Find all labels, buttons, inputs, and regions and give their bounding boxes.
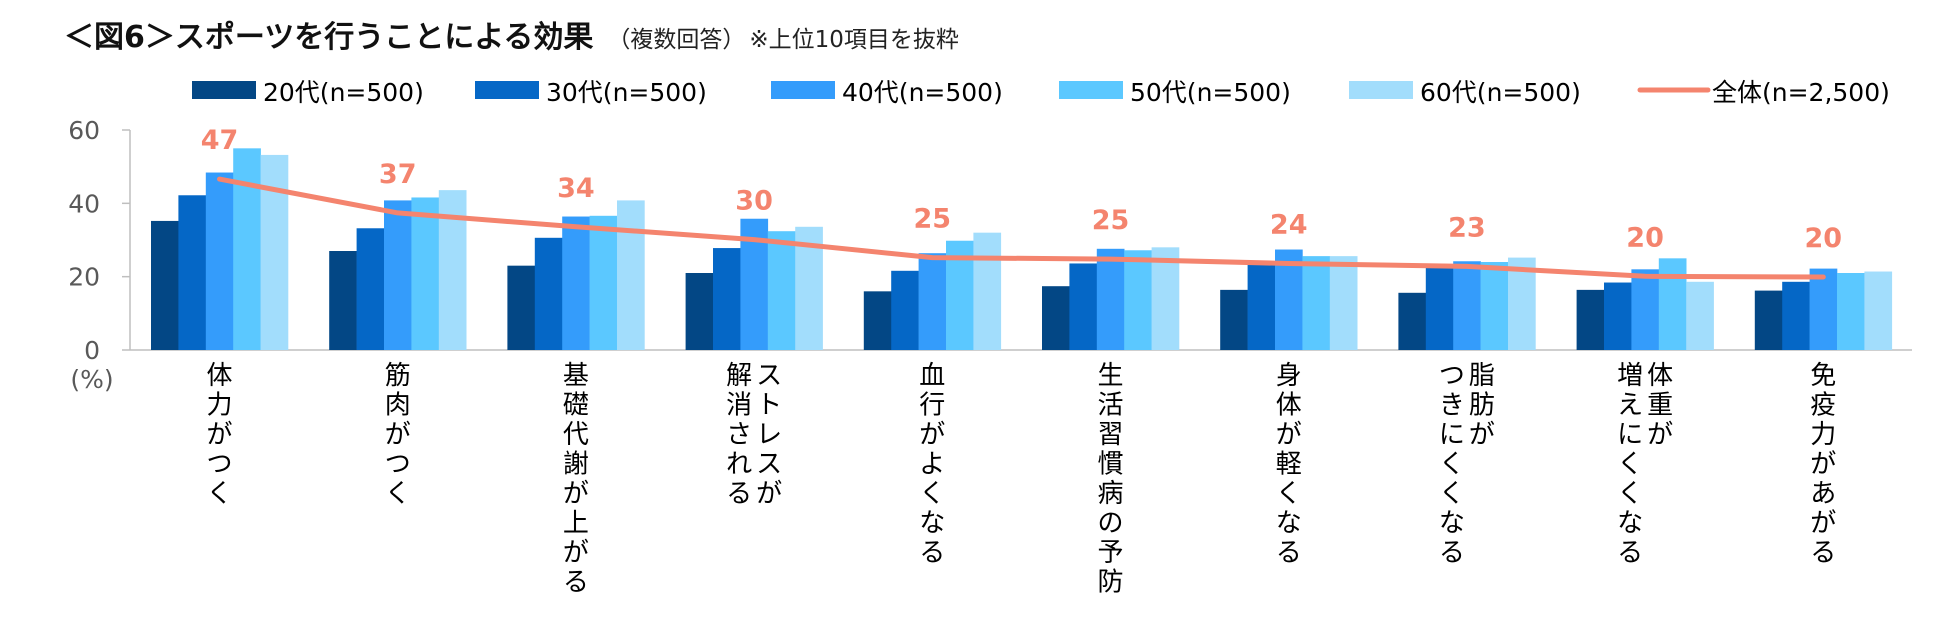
bar-3-cat-10 bbox=[1809, 268, 1838, 350]
bar-3-cat-3 bbox=[562, 216, 590, 350]
bar-5-cat-6 bbox=[1151, 247, 1180, 350]
bar-3-cat-5 bbox=[918, 253, 947, 350]
legend-label-total: 全体(n=2,500) bbox=[1712, 78, 1890, 107]
bar-2-cat-7 bbox=[1247, 264, 1276, 350]
bar-4-cat-2 bbox=[411, 197, 440, 350]
total-data-label-10: 20 bbox=[1805, 223, 1843, 254]
title-sub: （複数回答） bbox=[607, 27, 746, 53]
title-main: ＜図6＞スポーツを行うことによる効果 bbox=[64, 20, 594, 55]
total-data-label-7: 24 bbox=[1270, 210, 1308, 241]
bar-2-cat-10 bbox=[1782, 281, 1810, 350]
x-category-label-4-line-1: ストレスが bbox=[756, 361, 782, 509]
x-category-label-5: 血行がよくなる bbox=[919, 361, 945, 568]
total-data-label-4: 30 bbox=[735, 186, 773, 217]
bar-4-cat-7 bbox=[1302, 256, 1331, 350]
total-data-label-6: 25 bbox=[1092, 205, 1130, 236]
legend-label-3: 40代(n=500) bbox=[842, 78, 1003, 107]
total-data-label-1: 47 bbox=[201, 125, 239, 156]
total-line bbox=[217, 176, 1826, 280]
bar-2-cat-5 bbox=[891, 270, 919, 350]
bar-2-cat-1 bbox=[178, 195, 207, 350]
y-tick-label-20: 20 bbox=[68, 263, 100, 292]
bar-1-cat-6 bbox=[1042, 286, 1070, 350]
total-data-label-2: 37 bbox=[379, 159, 417, 190]
bar-1-cat-8 bbox=[1398, 292, 1427, 350]
legend-label-1: 20代(n=500) bbox=[263, 78, 424, 107]
bar-3-cat-9 bbox=[1631, 269, 1660, 350]
bar-3-cat-6 bbox=[1096, 248, 1125, 350]
bar-4-cat-10 bbox=[1837, 273, 1865, 350]
bar-4-cat-6 bbox=[1124, 250, 1152, 350]
bar-4-cat-1 bbox=[233, 148, 261, 350]
x-category-label-10: 免疫力があがる bbox=[1810, 361, 1836, 568]
bar-2-cat-4 bbox=[713, 248, 741, 350]
bar-1-cat-9 bbox=[1576, 289, 1605, 350]
bar-1-cat-2 bbox=[329, 251, 357, 350]
x-category-label-3: 基礎代謝が上がる bbox=[563, 361, 589, 598]
bar-2-cat-2 bbox=[356, 228, 385, 350]
y-tick-label-60: 60 bbox=[68, 116, 100, 145]
total-data-label-3: 34 bbox=[557, 173, 595, 204]
bar-2-cat-8 bbox=[1425, 266, 1454, 350]
legend-swatch-2 bbox=[475, 81, 539, 99]
title-note: ※上位10項目を抜粋 bbox=[749, 27, 959, 53]
bar-5-cat-5 bbox=[973, 232, 1002, 350]
bar-1-cat-10 bbox=[1754, 290, 1783, 350]
legend-swatch-3 bbox=[771, 81, 835, 99]
x-category-label-2: 筋肉がつく bbox=[385, 361, 411, 509]
x-category-label-8-line-1: 脂肪が bbox=[1469, 361, 1495, 450]
bar-5-cat-10 bbox=[1864, 271, 1893, 350]
x-category-label-1: 体力がつく bbox=[206, 361, 232, 509]
x-category-label-6: 生活習慣病の予防 bbox=[1097, 361, 1123, 598]
legend-label-4: 50代(n=500) bbox=[1130, 78, 1291, 107]
bar-5-cat-1 bbox=[260, 154, 289, 350]
bar-4-cat-3 bbox=[589, 215, 618, 350]
total-data-label-9: 20 bbox=[1626, 222, 1664, 253]
bar-5-cat-3 bbox=[617, 200, 645, 350]
bar-1-cat-1 bbox=[151, 220, 179, 350]
bar-1-cat-7 bbox=[1220, 289, 1248, 350]
bar-5-cat-9 bbox=[1686, 281, 1714, 350]
legend-label-5: 60代(n=500) bbox=[1420, 78, 1581, 107]
bar-3-cat-1 bbox=[205, 172, 234, 350]
bar-2-cat-6 bbox=[1069, 263, 1098, 350]
bar-4-cat-4 bbox=[767, 231, 796, 350]
bar-5-cat-8 bbox=[1508, 257, 1536, 350]
total-data-label-8: 23 bbox=[1448, 212, 1486, 243]
bar-4-cat-9 bbox=[1658, 258, 1687, 350]
bar-1-cat-5 bbox=[863, 291, 892, 350]
bar-2-cat-3 bbox=[534, 237, 563, 350]
legend-swatch-5 bbox=[1349, 81, 1413, 99]
chart-title: ＜図6＞スポーツを行うことによる効果 （複数回答） ※上位10項目を抜粋 bbox=[64, 12, 959, 56]
x-category-label-4-line-2: 解消される bbox=[726, 361, 752, 509]
bar-2-cat-9 bbox=[1604, 282, 1632, 350]
total-data-label-5: 25 bbox=[914, 204, 952, 235]
bar-3-cat-2 bbox=[384, 200, 412, 350]
legend-swatch-1 bbox=[192, 81, 256, 99]
bar-3-cat-7 bbox=[1275, 249, 1303, 350]
legend-swatch-4 bbox=[1059, 81, 1123, 99]
legend-label-2: 30代(n=500) bbox=[546, 78, 707, 107]
x-category-label-8-line-2: つきにくくなる bbox=[1439, 361, 1465, 568]
bar-1-cat-3 bbox=[507, 265, 536, 350]
bar-3-cat-8 bbox=[1453, 261, 1481, 350]
y-tick-label-0: 0 bbox=[84, 336, 100, 365]
x-category-label-9-line-1: 体重が bbox=[1647, 361, 1673, 450]
y-axis-unit-label: (%) bbox=[70, 365, 113, 394]
bar-5-cat-7 bbox=[1329, 256, 1358, 350]
x-category-label-7: 身体が軽くなる bbox=[1276, 361, 1302, 568]
x-category-label-9-line-2: 増えにくくなる bbox=[1617, 361, 1643, 568]
bar-1-cat-4 bbox=[685, 273, 714, 350]
bar-4-cat-8 bbox=[1480, 262, 1509, 350]
y-tick-label-40: 40 bbox=[68, 189, 100, 218]
